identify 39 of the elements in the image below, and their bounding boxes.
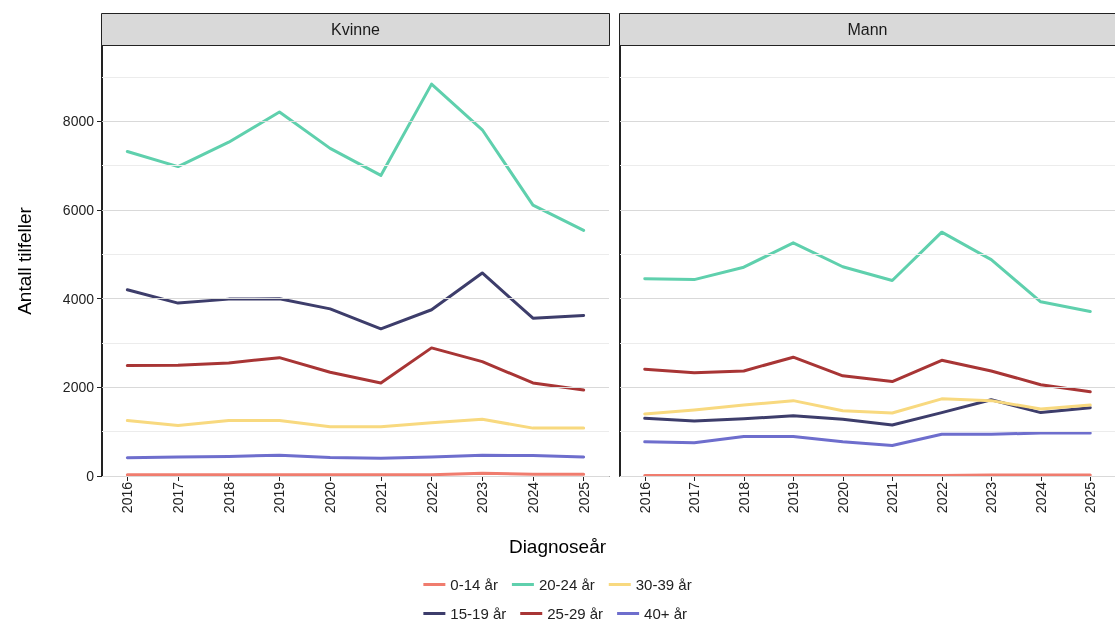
x-tick-label: 2023 <box>983 481 1000 514</box>
legend-label: 30-39 år <box>635 576 692 593</box>
y-axis-title: Antall tilfeller <box>14 206 35 315</box>
y-tick-label: 4000 <box>62 290 95 307</box>
x-tick-label: 2018 <box>735 481 752 514</box>
legend-label: 25-29 år <box>547 605 604 622</box>
x-tick-label: 2025 <box>1082 481 1099 514</box>
chart-title: Mann <box>847 21 888 38</box>
x-tick-label: 2021 <box>884 481 901 514</box>
x-tick-label: 2019 <box>271 481 288 514</box>
legend-label: 20-24 år <box>538 576 595 593</box>
legend-label: 15-19 år <box>450 605 507 622</box>
x-tick-label: 2019 <box>785 481 802 514</box>
chart-title: Kvinne <box>331 21 381 38</box>
y-tick-label: 8000 <box>62 113 95 130</box>
y-tick-label: 6000 <box>62 202 95 219</box>
line-series <box>125 271 586 331</box>
line-series <box>125 417 586 430</box>
legend-label: 0-14 år <box>450 576 498 593</box>
x-tick-label: 2018 <box>220 481 237 514</box>
x-axis-title: Diagnoseår <box>508 536 607 557</box>
x-tick-label: 2025 <box>575 481 592 514</box>
x-tick-label: 2020 <box>834 481 851 514</box>
x-tick-label: 2016 <box>636 481 653 514</box>
x-tick-label: 2021 <box>372 481 389 514</box>
line-series <box>125 346 586 392</box>
x-tick-label: 2020 <box>322 481 339 514</box>
x-tick-label: 2022 <box>933 481 950 514</box>
x-tick-label: 2024 <box>524 481 541 514</box>
line-series <box>125 82 586 232</box>
x-tick-label: 2024 <box>1032 481 1049 514</box>
x-tick-label: 2016 <box>119 481 136 514</box>
x-tick-label: 2023 <box>474 481 491 514</box>
x-tick-label: 2017 <box>170 481 187 514</box>
legend-label: 40+ år <box>644 605 688 622</box>
y-tick-label: 2000 <box>62 379 95 396</box>
y-tick-label: 0 <box>86 468 95 484</box>
x-tick-label: 2022 <box>423 481 440 514</box>
x-tick-label: 2017 <box>686 481 703 514</box>
